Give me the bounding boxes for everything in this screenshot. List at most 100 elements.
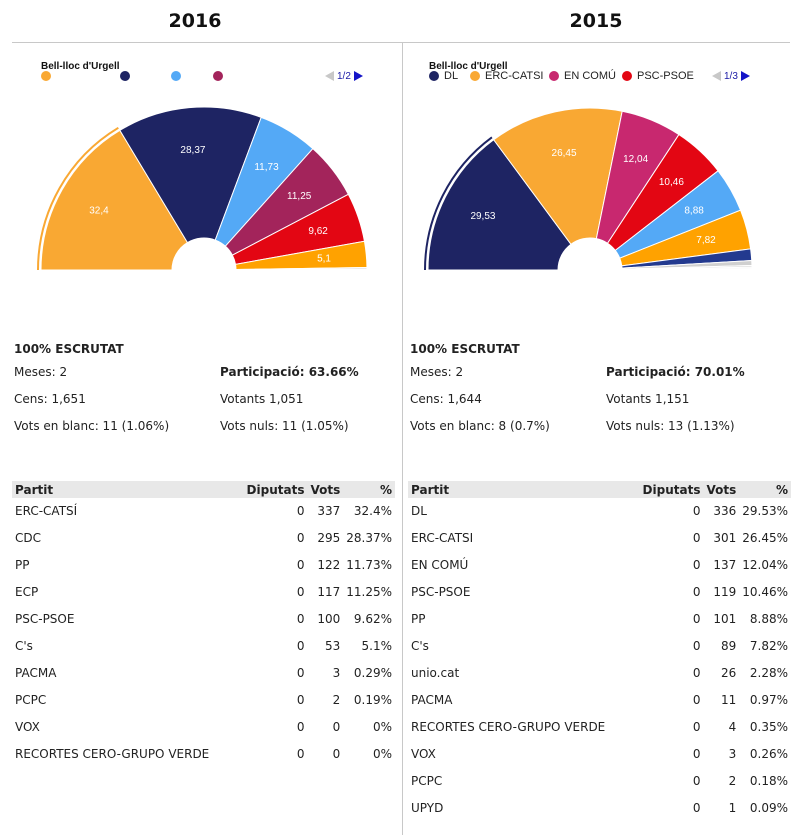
slice-label: 26,45 <box>552 148 577 159</box>
escrutat-label: 100% ESCRUTAT <box>14 342 124 356</box>
cell-percent: 0.09% <box>749 800 788 815</box>
cell-percent: 0.35% <box>749 719 788 734</box>
legend-item[interactable] <box>120 70 135 82</box>
vots-nuls-stat: Vots nuls: 13 (1.13%) <box>606 419 735 433</box>
cell-diputats: 0 <box>296 746 305 761</box>
legend-dot <box>213 71 223 81</box>
table-row: C's 0 53 5.1% <box>12 632 395 659</box>
header-divider-left <box>12 42 402 43</box>
slice-label: 12,04 <box>623 154 648 165</box>
pager-text: 1/3 <box>724 70 738 82</box>
cell-partit: PP <box>411 611 426 626</box>
slice-dl[interactable] <box>427 139 572 271</box>
cens-stat: Cens: 1,651 <box>14 392 86 406</box>
legend-item-en-comu[interactable]: EN COMÚ <box>549 70 616 82</box>
cell-vots: 3 <box>332 665 341 680</box>
col-header-partit: Partit <box>408 481 640 498</box>
table-row: RECORTES CERO-GRUPO VERDE 0 0 0% <box>12 740 395 767</box>
escrutat-label: 100% ESCRUTAT <box>410 342 520 356</box>
slice-pcpc[interactable] <box>235 268 368 271</box>
cell-diputats: 0 <box>692 584 701 599</box>
cell-vots: 337 <box>317 504 341 518</box>
cell-diputats: 0 <box>296 665 305 680</box>
slice-label: 28,37 <box>180 145 205 156</box>
cell-partit: ERC-CATSÍ <box>15 504 78 518</box>
cell-partit: UPYD <box>411 800 444 815</box>
table-header-row: Partit Diputats Vots % <box>12 481 395 498</box>
cell-vots: 137 <box>713 557 737 572</box>
legend-item-psc-psoe[interactable]: PSC-PSOE <box>622 70 694 82</box>
table-row: EN COMÚ 0 137 12.04% <box>408 551 791 578</box>
table-row: ECP 0 117 11.25% <box>12 578 395 605</box>
results-table-2015: Partit Diputats Vots % DL 0 336 29.53% ERC-C… <box>408 481 791 821</box>
cell-percent: 10.46% <box>742 584 788 599</box>
col-header-partit: Partit <box>12 481 244 498</box>
legend-pager: 1/3 <box>712 70 750 82</box>
slice-erc-catsi[interactable] <box>492 107 623 245</box>
panel-2015: 2015 Bell-lloc d'Urgell DL ERC-CATSI EN … <box>402 0 802 835</box>
cell-percent: 9.62% <box>353 611 392 626</box>
cell-partit: ECP <box>15 584 39 599</box>
pager-text: 1/2 <box>337 70 351 82</box>
legend-item[interactable] <box>41 70 56 82</box>
cell-partit: C's <box>15 638 33 653</box>
table-row: PSC-PSOE 0 119 10.46% <box>408 578 791 605</box>
cell-vots: 122 <box>317 557 341 572</box>
header-divider-right <box>403 42 790 43</box>
legend-item[interactable] <box>213 70 228 82</box>
col-header-vots: Vots <box>307 481 344 498</box>
legend-item-erc-catsi[interactable]: ERC-CATSI <box>470 70 543 82</box>
hemicycle-chart-2016: 32,4 28,37 11,73 11,25 9,62 5,1 <box>37 106 368 271</box>
table-header-row: Partit Diputats Vots % <box>408 481 791 498</box>
pager-next-icon[interactable] <box>353 71 363 81</box>
slice-cdc[interactable] <box>119 106 262 244</box>
legend-dot <box>549 71 559 81</box>
col-header-percent: % <box>343 481 395 498</box>
participacio-stat: Participació: 70.01% <box>606 365 745 379</box>
cell-diputats: 0 <box>692 638 701 653</box>
cell-vots: 0 <box>332 719 341 734</box>
year-title: 2016 <box>168 10 222 32</box>
table-row: PACMA 0 3 0.29% <box>12 659 395 686</box>
col-header-vots: Vots <box>703 481 740 498</box>
legend-label: PSC-PSOE <box>637 70 694 82</box>
pager-prev-icon[interactable] <box>325 71 334 81</box>
cell-partit: VOX <box>15 719 40 734</box>
table-row: RECORTES CERO-GRUPO VERDE 0 4 0.35% <box>408 713 791 740</box>
slice-label: 7,82 <box>696 235 716 246</box>
pager-prev-icon[interactable] <box>712 71 721 81</box>
legend-item[interactable] <box>171 70 186 82</box>
cell-diputats: 0 <box>296 611 305 626</box>
legend-item-dl[interactable]: DL <box>429 70 458 82</box>
table-row: VOX 0 3 0.26% <box>408 740 791 767</box>
table-row: PP 0 122 11.73% <box>12 551 395 578</box>
cell-partit: PCPC <box>15 692 47 707</box>
cell-percent: 5.1% <box>361 638 393 653</box>
table-row: ERC-CATSI 0 301 26.45% <box>408 524 791 551</box>
cell-percent: 12.04% <box>742 557 788 572</box>
table-row: VOX 0 0 0% <box>12 713 395 740</box>
cell-diputats: 0 <box>692 530 701 545</box>
cell-partit: PACMA <box>411 692 453 707</box>
panel-2016: 2016 Bell-lloc d'Urgell 1/2 32,4 28,37 11,… <box>12 10 395 767</box>
table-row: PACMA 0 11 0.97% <box>408 686 791 713</box>
slice-erc-cats-[interactable] <box>40 129 189 271</box>
legend-dot <box>622 71 632 81</box>
legend-dot <box>41 71 51 81</box>
pager-next-icon[interactable] <box>740 71 750 81</box>
legend-dot <box>429 71 439 81</box>
cell-diputats: 0 <box>296 692 305 707</box>
cell-vots: 100 <box>317 611 341 626</box>
cell-partit: RECORTES CERO-GRUPO VERDE <box>411 719 606 734</box>
cell-partit: PSC-PSOE <box>15 611 75 626</box>
cell-percent: 0.29% <box>353 665 392 680</box>
cell-percent: 0% <box>372 719 392 734</box>
cell-percent: 26.45% <box>742 530 788 545</box>
meses-stat: Meses: 2 <box>14 365 68 379</box>
slice-label: 10,46 <box>659 177 684 188</box>
cell-partit: CDC <box>15 530 41 545</box>
slice-label: 29,53 <box>470 211 495 222</box>
col-header-diputats: Diputats <box>243 481 308 498</box>
cell-percent: 29.53% <box>742 504 788 518</box>
cell-percent: 32.4% <box>353 504 392 518</box>
